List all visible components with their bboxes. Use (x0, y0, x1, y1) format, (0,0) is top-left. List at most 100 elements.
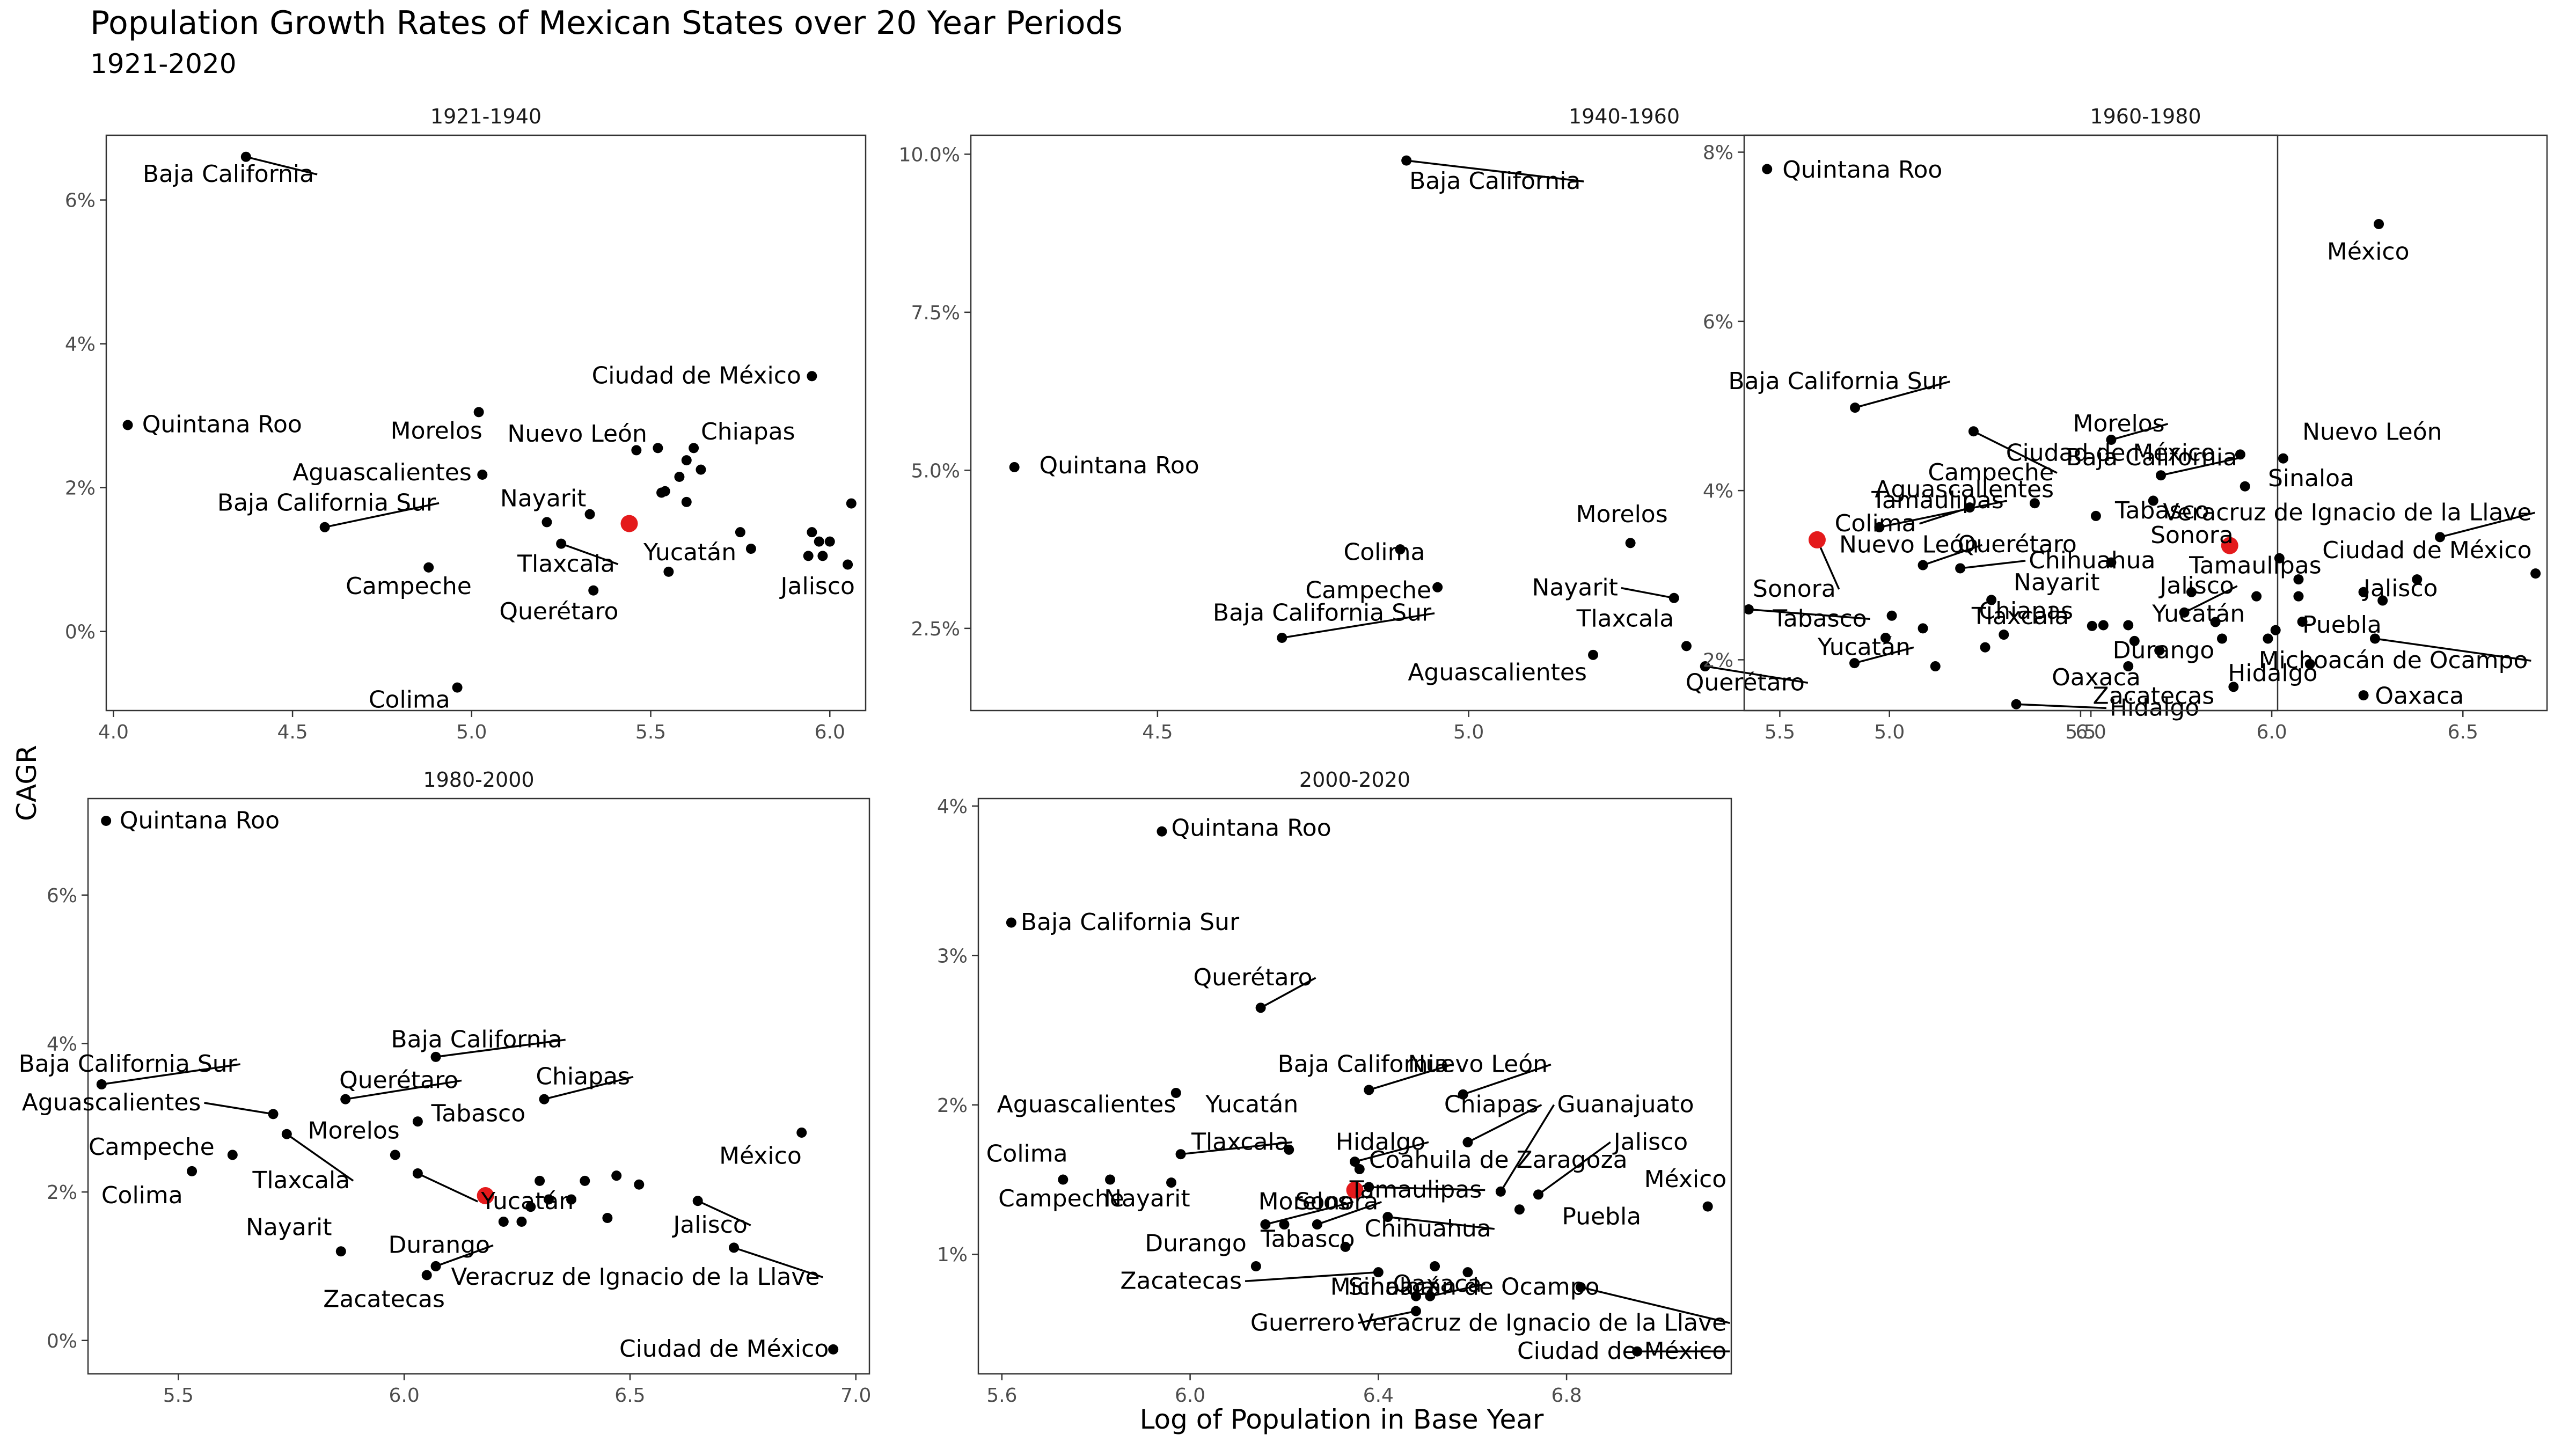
data-point (2412, 574, 2423, 585)
data-point (430, 1261, 441, 1271)
point-label: Sonora (1296, 1188, 1379, 1216)
data-point (187, 1166, 197, 1176)
point-label: Durango (2113, 636, 2215, 664)
data-point (1255, 1002, 1266, 1013)
data-point (1277, 633, 1287, 643)
data-point (1681, 641, 1692, 652)
point-label: Hidalgo (2110, 694, 2199, 721)
data-point (729, 1242, 740, 1253)
label-leader-line (1855, 380, 1951, 409)
point-label: México (719, 1143, 802, 1170)
x-tick-label: 5.0 (1874, 721, 1905, 743)
label-leader-line (1538, 1141, 1611, 1196)
point-label: Campeche (1305, 576, 1431, 604)
facet-panel-5: 2000-2020 5.6 6.0 6.4 6.8 1% 2% 3% 4% Quintana Ro… (937, 768, 1732, 1407)
label-leader-line (1430, 1283, 1485, 1297)
point-label: Nuevo León (2302, 419, 2442, 446)
facet-panel-1: 1921-1940 4.0 4.5 5.0 5.5 6.0 0% 2% 4% 6% Baja Cal… (65, 105, 867, 743)
point-label: Tabasco (2114, 497, 2209, 524)
point-label: Jalisco (671, 1211, 747, 1239)
data-point (1312, 1219, 1322, 1230)
y-tick-label: 6% (47, 885, 77, 907)
x-axis-label: Log of Population in Base Year (1139, 1404, 1544, 1435)
label-leader-line (1919, 506, 1970, 525)
label-leader-line (1499, 1104, 1555, 1192)
data-point (319, 522, 330, 532)
x-tick-label: 7.0 (840, 1385, 871, 1407)
label-leader-line (2375, 638, 2531, 662)
y-tick-label: 3% (937, 945, 968, 967)
point-label: Nayarit (1104, 1185, 1190, 1212)
data-point (828, 1344, 839, 1355)
data-point (2293, 591, 2304, 602)
label-leader-line (435, 1038, 566, 1058)
data-point (430, 1051, 441, 1062)
data-point (1382, 1212, 1393, 1223)
label-leader-line (286, 1133, 354, 1182)
y-tick-label: 6% (1703, 311, 1733, 333)
point-label: Ciudad de México (1517, 1337, 1726, 1365)
data-point (1354, 1164, 1365, 1175)
label-leader-line (324, 502, 440, 529)
point-label: Sonora (1753, 575, 1836, 603)
data-point (1009, 462, 1020, 472)
data-point (824, 536, 835, 547)
data-point (2155, 470, 2166, 481)
point-label: Veracruz de Ignacio de la Llave (1358, 1309, 1726, 1336)
data-point (2106, 557, 2117, 568)
data-point (516, 1216, 527, 1227)
label-leader-line (101, 1063, 240, 1086)
point-label: Oaxaca (2052, 664, 2141, 691)
data-point (1373, 1267, 1384, 1278)
data-point (412, 1116, 423, 1127)
y-tick-label: 6% (65, 190, 96, 212)
point-label: Nayarit (2014, 569, 2099, 596)
point-label: Ciudad de México (2322, 537, 2531, 564)
point-label: Nayarit (500, 485, 586, 512)
data-point (2029, 498, 2040, 509)
data-point (423, 562, 434, 573)
data-point (541, 517, 552, 528)
data-point (2148, 495, 2158, 506)
label-leader-line (1316, 1201, 1382, 1226)
point-label: Colima (1835, 510, 1916, 537)
data-point (281, 1129, 292, 1139)
data-point (1058, 1174, 1069, 1185)
data-point (477, 469, 488, 480)
data-point (1514, 1204, 1525, 1215)
label-leader-line (697, 1200, 751, 1226)
y-tick-label: 2.5% (911, 618, 960, 640)
data-point (2098, 620, 2109, 631)
point-label: Tabasco (1772, 605, 1867, 632)
data-point (1430, 1261, 1440, 1272)
point-label: Hidalgo (1336, 1128, 1425, 1155)
label-leader-line (1748, 608, 1870, 620)
data-point (807, 371, 817, 382)
data-point (1918, 623, 1928, 634)
data-point (2240, 481, 2250, 492)
point-label: Quintana Roo (1782, 156, 1942, 184)
point-label: Querétaro (1958, 531, 2077, 558)
data-point (1279, 1219, 1290, 1230)
point-label: Nayarit (1532, 574, 1618, 602)
data-point (122, 420, 133, 430)
data-point (681, 496, 692, 507)
x-tick-label: 4.0 (98, 721, 129, 743)
x-tick-label: 6.8 (1551, 1385, 1582, 1407)
highlight-point (1808, 531, 1826, 548)
point-label: Baja California Sur (1728, 368, 1947, 395)
data-point (689, 443, 699, 453)
data-point (1410, 1306, 1421, 1316)
data-point (1874, 522, 1885, 532)
panel-title: 2000-2020 (1299, 768, 1410, 792)
data-point (2235, 449, 2245, 460)
y-tick-label: 4% (47, 1033, 77, 1055)
data-point (1350, 1157, 1360, 1167)
point-label: Yucatán (2151, 600, 2245, 627)
point-label: Chiapas (536, 1063, 630, 1091)
data-point (498, 1216, 509, 1227)
y-tick-label: 5.0% (911, 460, 960, 482)
point-label: Chihuahua (2029, 547, 2155, 574)
label-leader-line (1922, 544, 1982, 566)
